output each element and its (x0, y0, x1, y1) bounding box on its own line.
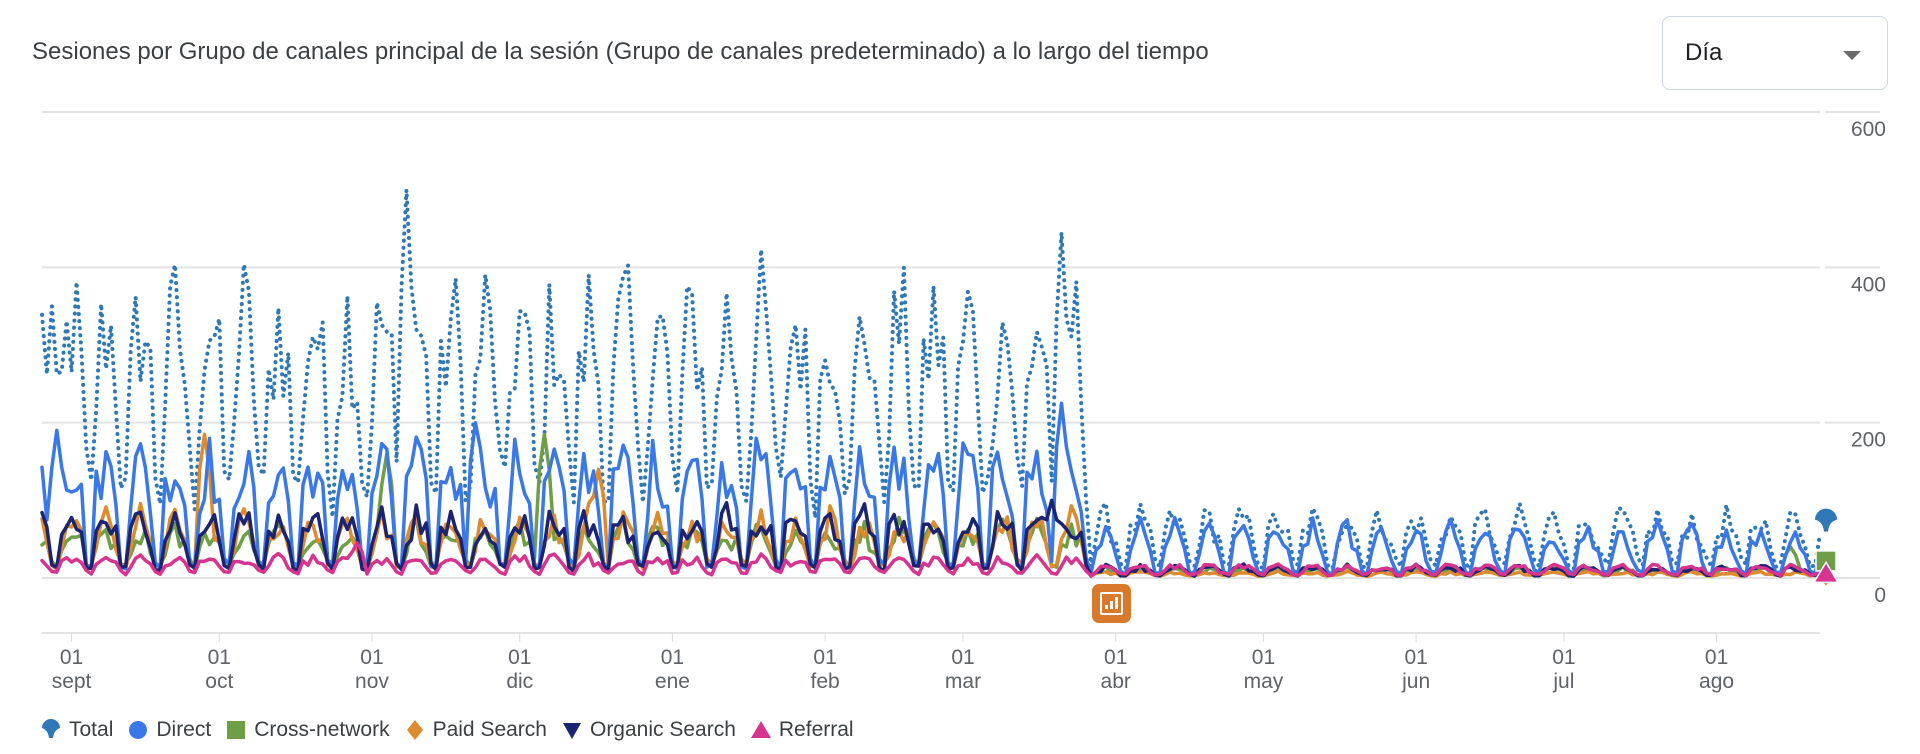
x-tick-day: 01 (951, 646, 974, 669)
series-line-total (40, 187, 1822, 572)
chart-title: Sesiones por Grupo de canales principal … (32, 38, 1209, 65)
x-tick-day: 01 (813, 646, 836, 669)
x-tick-day: 01 (60, 646, 83, 669)
chart-legend: Total Direct Cross-network Paid Search Organ… (40, 718, 868, 742)
legend-item-paid-search[interactable]: Paid Search (404, 718, 547, 742)
diamond-icon (406, 720, 423, 740)
x-tick-day: 01 (1705, 646, 1728, 669)
x-tick-day: 01 (208, 646, 231, 669)
series-line-direct (40, 401, 1822, 577)
x-tick-day: 01 (508, 646, 531, 669)
pin-icon (42, 719, 60, 738)
y-tick-label: 600 (1851, 118, 1886, 141)
granularity-value: Día (1685, 39, 1723, 66)
legend-label: Cross-network (254, 718, 390, 741)
x-tick-day: 01 (661, 646, 684, 669)
legend-label: Direct (156, 718, 212, 741)
triangle-up-icon (750, 721, 771, 738)
series-line-paid-search (40, 432, 1822, 579)
series-line-cross-network (40, 432, 1822, 578)
x-tick-month: jun (1401, 670, 1430, 693)
triangle-down-icon (562, 723, 581, 739)
legend-label: Paid Search (432, 718, 547, 741)
legend-label: Total (69, 718, 114, 741)
legend-item-organic-search[interactable]: Organic Search (561, 718, 736, 742)
x-tick-month: ene (655, 670, 690, 693)
x-tick-day: 01 (1252, 646, 1275, 669)
series-line-organic-search (40, 498, 1822, 578)
x-tick-month: ago (1699, 670, 1734, 693)
y-tick-label: 200 (1851, 429, 1886, 452)
x-tick-day: 01 (1104, 646, 1127, 669)
x-tick-month: mar (945, 670, 981, 693)
end-marker-total (1815, 508, 1837, 532)
x-tick-month: jul (1552, 670, 1574, 693)
legend-item-total[interactable]: Total (40, 718, 113, 742)
series-line-referral (40, 541, 1822, 578)
legend-label: Organic Search (589, 718, 736, 741)
sessions-line-chart: 020040060001sept01oct01nov01dic01ene01fe… (40, 111, 1886, 693)
x-tick-day: 01 (360, 646, 383, 669)
x-tick-month: may (1244, 670, 1284, 693)
legend-item-direct[interactable]: Direct (127, 718, 211, 742)
granularity-dropdown[interactable]: Día (1662, 16, 1888, 90)
x-tick-month: sept (52, 670, 92, 693)
square-icon (227, 721, 246, 739)
annotation-insight-button[interactable] (1092, 584, 1131, 623)
x-tick-day: 01 (1552, 646, 1575, 669)
circle-icon (129, 721, 148, 739)
legend-item-referral[interactable]: Referral (750, 718, 854, 742)
x-tick-month: abr (1101, 670, 1131, 693)
end-marker-referral (1812, 560, 1840, 584)
y-tick-label: 0 (1874, 584, 1886, 607)
y-tick-label: 400 (1851, 273, 1886, 296)
legend-label: Referral (778, 718, 854, 741)
legend-item-cross-network[interactable]: Cross-network (225, 718, 390, 742)
x-tick-month: nov (355, 670, 389, 693)
x-tick-month: oct (205, 670, 233, 693)
chevron-down-icon (1843, 51, 1861, 60)
x-tick-day: 01 (1404, 646, 1427, 669)
x-tick-month: dic (506, 670, 533, 693)
x-tick-month: feb (811, 670, 840, 693)
insight-chart-icon (1100, 592, 1123, 615)
